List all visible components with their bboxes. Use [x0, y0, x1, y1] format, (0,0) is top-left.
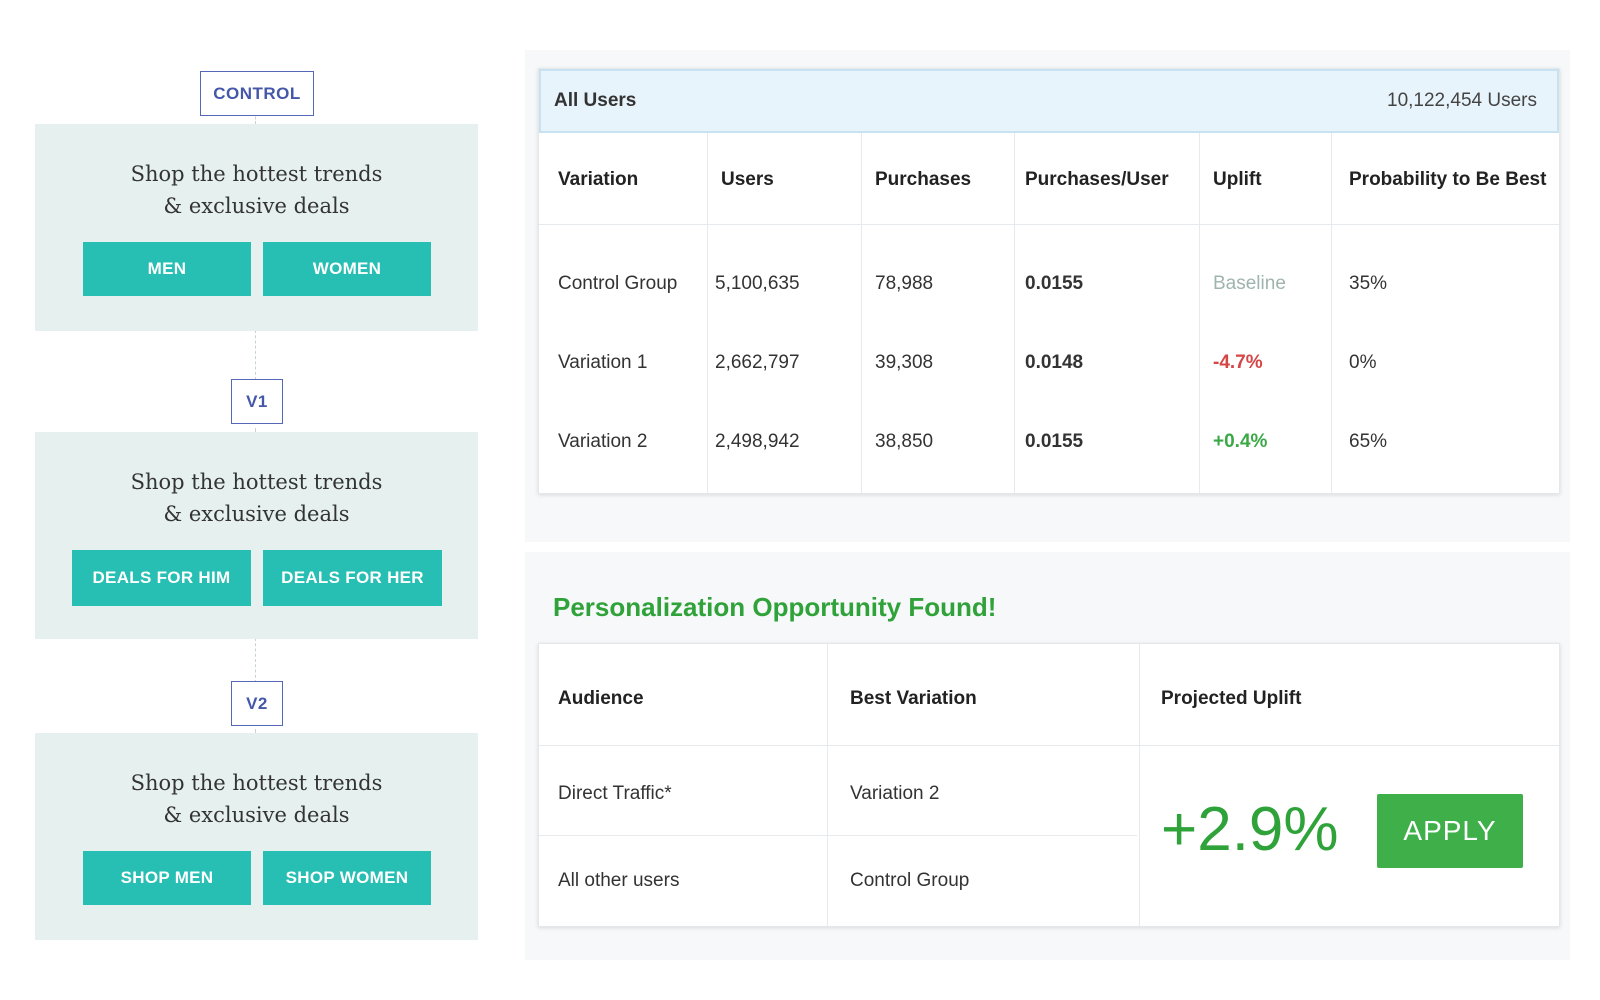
cell-audience: Direct Traffic*: [558, 783, 672, 804]
cell-users: 2,662,797: [715, 352, 800, 373]
segment-title: All Users: [554, 90, 637, 111]
cell-users: 2,498,942: [715, 431, 800, 452]
cell-purchases: 39,308: [875, 352, 934, 373]
card-headline-line2: & exclusive deals: [163, 194, 350, 218]
col-header-projected-uplift: Projected Uplift: [1161, 688, 1302, 709]
shop-women-button[interactable]: SHOP WOMEN: [263, 851, 431, 905]
cell-probability: 0%: [1349, 352, 1377, 373]
variant-card-v1: Shop the hottest trends & exclusive deal…: [35, 432, 478, 639]
header-divider: [539, 745, 1559, 746]
cell-ppu: 0.0155: [1025, 273, 1084, 294]
results-table: All Users 10,122,454 Users Variation Use…: [538, 68, 1560, 494]
projected-uplift-value: +2.9%: [1161, 795, 1339, 864]
column-divider: [1199, 133, 1200, 493]
apply-button[interactable]: APPLY: [1377, 794, 1523, 868]
variant-card-control: Shop the hottest trends & exclusive deal…: [35, 124, 478, 331]
connector-line: [255, 638, 256, 683]
card-headline-line1: Shop the hottest trends: [130, 771, 383, 795]
cell-purchases: 78,988: [875, 273, 934, 294]
deals-for-her-button[interactable]: DEALS FOR HER: [263, 550, 442, 606]
cell-purchases: 38,850: [875, 431, 934, 452]
col-header-audience: Audience: [558, 688, 644, 709]
cell-variation: Control Group: [558, 273, 678, 294]
card-headline-line1: Shop the hottest trends: [130, 470, 383, 494]
cell-probability: 65%: [1349, 431, 1388, 452]
card-headline-line1: Shop the hottest trends: [130, 162, 383, 186]
col-header-best-variation: Best Variation: [850, 688, 977, 709]
variant-tag-v2: V2: [231, 681, 283, 726]
col-header-purchases: Purchases: [875, 169, 972, 190]
cell-best-variation: Variation 2: [850, 783, 940, 804]
segment-header: All Users 10,122,454 Users: [539, 69, 1559, 133]
cell-audience: All other users: [558, 870, 680, 891]
variant-tag-control: CONTROL: [200, 71, 314, 116]
cell-probability: 35%: [1349, 273, 1388, 294]
column-divider: [861, 133, 862, 493]
column-divider: [1014, 133, 1015, 493]
col-header-purchases-per-user: Purchases/User: [1025, 169, 1169, 190]
header-divider: [539, 224, 1559, 225]
cell-uplift: Baseline: [1213, 273, 1286, 294]
card-headline: Shop the hottest trends & exclusive deal…: [35, 158, 478, 222]
cell-ppu: 0.0155: [1025, 431, 1084, 452]
column-divider: [1331, 133, 1332, 493]
variant-tag-v1: V1: [231, 379, 283, 424]
connector-line: [255, 729, 256, 735]
cell-best-variation: Control Group: [850, 870, 970, 891]
variant-card-v2: Shop the hottest trends & exclusive deal…: [35, 733, 478, 940]
connector-line: [255, 112, 256, 124]
user-count: 10,122,454 Users: [1387, 90, 1537, 111]
personalization-table: Audience Best Variation Projected Uplift…: [538, 643, 1560, 927]
card-headline: Shop the hottest trends & exclusive deal…: [35, 767, 478, 831]
col-header-variation: Variation: [558, 169, 639, 190]
women-button[interactable]: WOMEN: [263, 242, 431, 296]
col-header-uplift: Uplift: [1213, 169, 1262, 190]
personalization-title: Personalization Opportunity Found!: [553, 592, 997, 622]
row-divider: [539, 835, 1137, 836]
cell-ppu: 0.0148: [1025, 352, 1084, 373]
card-headline: Shop the hottest trends & exclusive deal…: [35, 466, 478, 530]
cell-uplift: -4.7%: [1213, 352, 1263, 373]
deals-for-him-button[interactable]: DEALS FOR HIM: [72, 550, 251, 606]
column-divider: [707, 133, 708, 493]
connector-line: [255, 330, 256, 380]
cell-variation: Variation 1: [558, 352, 648, 373]
cell-uplift: +0.4%: [1213, 431, 1268, 452]
cell-users: 5,100,635: [715, 273, 800, 294]
men-button[interactable]: MEN: [83, 242, 251, 296]
shop-men-button[interactable]: SHOP MEN: [83, 851, 251, 905]
card-headline-line2: & exclusive deals: [163, 502, 350, 526]
card-headline-line2: & exclusive deals: [163, 803, 350, 827]
column-divider: [1139, 644, 1140, 926]
col-header-users: Users: [721, 169, 774, 190]
cell-variation: Variation 2: [558, 431, 648, 452]
col-header-probability: Probability to Be Best: [1349, 169, 1547, 190]
connector-line: [255, 428, 256, 434]
column-divider: [827, 644, 828, 926]
